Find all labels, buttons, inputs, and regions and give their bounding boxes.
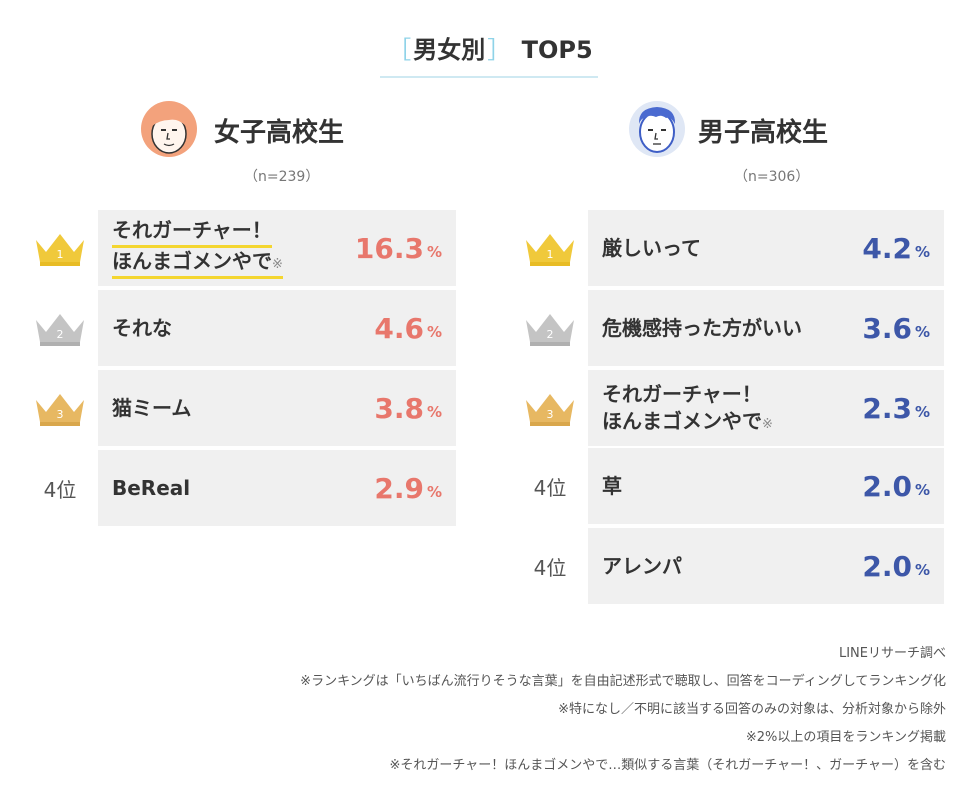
row-percentage: 3.6%	[862, 311, 930, 345]
rank-number: 3	[57, 408, 64, 421]
rank-4-text: 4位	[533, 555, 567, 580]
row-label: BeReal	[112, 475, 191, 500]
rank-number: 1	[547, 248, 554, 261]
girls-sample-size: （n=239）	[244, 169, 320, 185]
row-percentage: 2.0%	[862, 469, 930, 503]
boys-group-name: 男子高校生	[698, 118, 829, 148]
row-label: 危機感持った方がいい	[602, 315, 802, 340]
row-percentage: 2.0%	[862, 549, 930, 583]
row-label: 厳しいって	[602, 235, 701, 260]
boys-sample-size: （n=306）	[734, 169, 810, 185]
girls-row-4: BeReal 2.9%	[98, 450, 456, 526]
note-line: ※特になし／不明に該当する回答のみの対象は、分析対象から除外	[558, 702, 946, 717]
boy-face-icon	[629, 101, 685, 157]
boys-header: 男子高校生 （n=306）	[626, 98, 978, 185]
rank-4-text: 4位	[533, 475, 567, 500]
rank-number: 2	[57, 328, 64, 341]
note-line: ※それガーチャー！ほんまゴメンやで…類似する言葉（それガーチャー！、ガーチャー）…	[389, 758, 946, 773]
row-label: 猫ミーム	[112, 395, 192, 420]
title-main: 男女別	[413, 36, 486, 64]
rank-1-gold-crown-icon: 1	[30, 210, 90, 286]
page-title: ［男女別］ TOP5	[0, 30, 978, 65]
rank-number: 3	[547, 408, 554, 421]
row-label: それガーチャー！ ほんまゴメンやで※	[112, 210, 283, 286]
rank-1-gold-crown-icon: 1	[520, 210, 580, 286]
title-underline	[380, 76, 598, 78]
note-line: ※2%以上の項目をランキング掲載	[745, 730, 946, 745]
boys-row-4: 草 2.0%	[588, 448, 944, 524]
row-percentage: 4.2%	[862, 231, 930, 265]
rank-4-text: 4位	[43, 477, 77, 502]
rank-number: 1	[57, 248, 64, 261]
title-suffix: TOP5	[513, 36, 593, 64]
title-bracket-close: ］	[487, 36, 512, 64]
note-line: ※ランキングは「いちばん流行りそうな言葉」を自由記述形式で聴取し、回答をコーディ…	[300, 674, 946, 689]
girls-row-3: 猫ミーム 3.8%	[98, 370, 456, 446]
rank-2-silver-crown-icon: 2	[30, 290, 90, 366]
rank-3-bronze-crown-icon: 3	[30, 370, 90, 446]
boys-row-3: それガーチャー！ ほんまゴメンやで※ 2.3%	[588, 370, 944, 446]
girls-group-name: 女子高校生	[214, 118, 345, 148]
note-source: LINEリサーチ調べ	[838, 646, 946, 661]
girls-row-2: それな 4.6%	[98, 290, 456, 366]
boys-row-5: アレンパ 2.0%	[588, 528, 944, 604]
rank-2-silver-crown-icon: 2	[520, 290, 580, 366]
boys-row-2: 危機感持った方がいい 3.6%	[588, 290, 944, 366]
row-percentage: 3.8%	[374, 391, 442, 425]
row-label: アレンパ	[602, 553, 682, 578]
girls-row-1: それガーチャー！ ほんまゴメンやで※ 16.3%	[98, 210, 456, 286]
row-percentage: 2.3%	[862, 391, 930, 425]
boys-row-1: 厳しいって 4.2%	[588, 210, 944, 286]
rank-number: 2	[547, 328, 554, 341]
row-label: それな	[112, 315, 172, 340]
row-label: それガーチャー！ ほんまゴメンやで※	[602, 382, 773, 433]
girls-header: 女子高校生 （n=239）	[138, 98, 568, 185]
row-label: 草	[602, 473, 622, 498]
girl-face-icon	[141, 101, 197, 157]
rank-3-bronze-crown-icon: 3	[520, 370, 580, 446]
row-percentage: 2.9%	[374, 471, 442, 505]
row-percentage: 4.6%	[374, 311, 442, 345]
row-percentage: 16.3%	[354, 231, 442, 265]
footnotes: LINEリサーチ調べ ※ランキングは「いちばん流行りそうな言葉」を自由記述形式で…	[300, 640, 946, 780]
title-bracket-open: ［	[387, 36, 412, 64]
